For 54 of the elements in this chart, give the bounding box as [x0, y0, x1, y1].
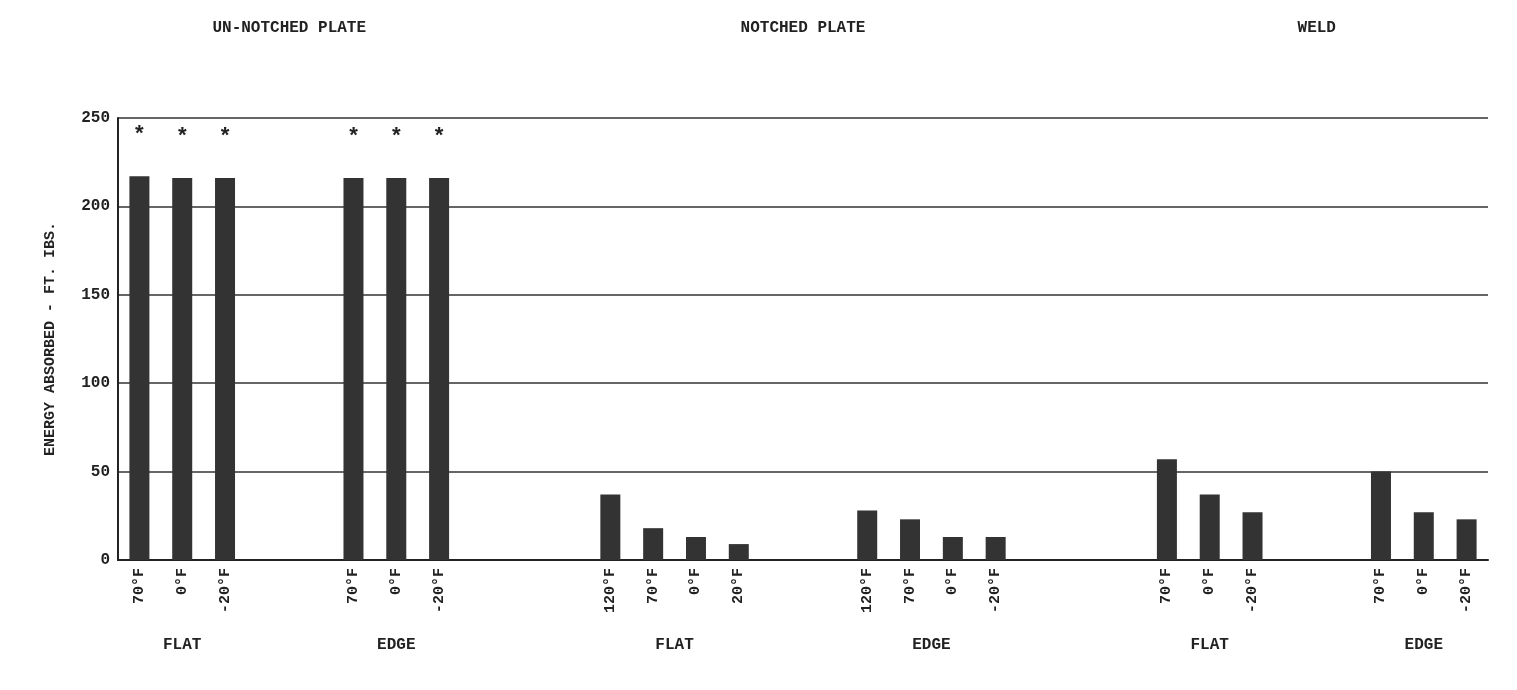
y-tick-label: 150 — [81, 285, 110, 304]
x-tick-label: 0°F — [1201, 568, 1219, 596]
bar — [1413, 512, 1434, 560]
bar — [685, 537, 706, 560]
x-tick-label: 20°F — [730, 568, 748, 605]
x-tick-label: 0°F — [1415, 568, 1433, 596]
y-axis-title: ENERGY ABSORBED - FT. IBS. — [42, 221, 59, 457]
x-tick-label: 0°F — [944, 568, 962, 596]
x-tick-label: -20°F — [430, 568, 448, 614]
text: FLAT — [655, 636, 695, 654]
x-tick-label: 0°F — [173, 568, 191, 596]
bar — [728, 544, 749, 560]
data-label: * — [175, 124, 189, 150]
text: EDGE — [912, 636, 951, 654]
y-tick-label: 100 — [81, 374, 110, 393]
bar — [643, 528, 664, 560]
text: WELD — [1297, 19, 1336, 37]
x-tick-label: -20°F — [1244, 568, 1262, 614]
x-tick-label: -20°F — [1458, 568, 1476, 614]
bar — [600, 494, 621, 560]
data-label: * — [432, 124, 446, 150]
x-tick-label: 70°F — [901, 568, 919, 605]
data-label: * — [132, 122, 147, 148]
text: EDGE — [377, 636, 416, 654]
x-tick-label: 70°F — [1158, 568, 1176, 605]
x-tick-label: 70°F — [1372, 568, 1390, 605]
bar — [985, 537, 1006, 560]
x-tick-label: 70°F — [344, 568, 362, 605]
x-tick-label: -20°F — [216, 568, 234, 614]
y-tick-label: 0 — [100, 551, 110, 569]
text: FLAT — [1190, 636, 1230, 654]
data-label: * — [346, 124, 361, 150]
x-tick-label: 120°F — [601, 568, 619, 614]
bar — [1199, 494, 1220, 560]
x-tick-label: 120°F — [858, 568, 876, 614]
y-tick-label: 250 — [81, 109, 110, 127]
text: EDGE — [1404, 636, 1443, 654]
text: UN-NOTCHED PLATE — [212, 19, 367, 37]
data-label: * — [389, 124, 403, 150]
y-tick-label: 50 — [90, 462, 110, 481]
data-label: * — [218, 124, 232, 150]
bar — [1456, 519, 1477, 560]
bar — [900, 519, 921, 560]
y-tick-label: 200 — [81, 197, 110, 216]
x-tick-label: -20°F — [987, 568, 1005, 614]
bar — [942, 537, 963, 560]
text: NOTCHED PLATE — [740, 19, 866, 37]
x-tick-label: 70°F — [130, 568, 148, 605]
x-tick-label: 0°F — [687, 568, 705, 596]
bar — [1242, 512, 1263, 560]
x-tick-label: 70°F — [644, 568, 662, 605]
text: FLAT — [163, 636, 202, 654]
x-tick-label: 0°F — [387, 568, 405, 596]
bar — [857, 510, 878, 560]
